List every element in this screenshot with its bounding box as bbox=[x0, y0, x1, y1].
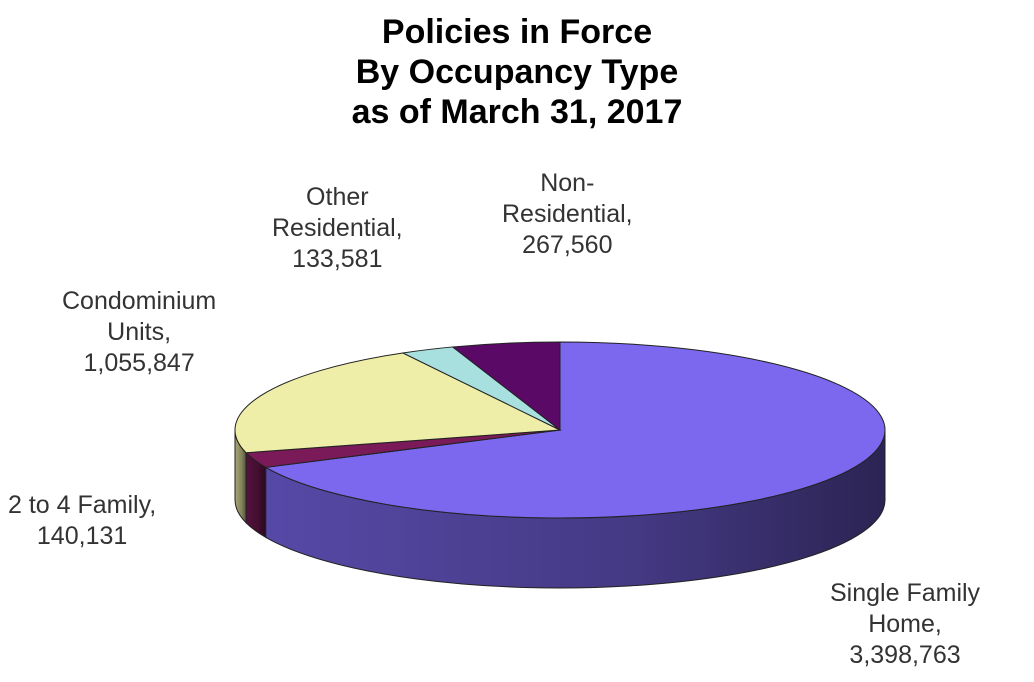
label-non-residential: Non- Residential, 267,560 bbox=[502, 168, 633, 261]
label-non-residential-name-1: Non- bbox=[540, 169, 595, 197]
label-other-residential: Other Residential, 133,581 bbox=[272, 182, 403, 275]
label-non-residential-value: 267,560 bbox=[522, 231, 613, 259]
label-other-residential-name-2: Residential, bbox=[272, 214, 403, 242]
label-single-family-name-1: Single Family bbox=[830, 579, 981, 607]
label-condominium-name-2: Units, bbox=[107, 318, 172, 346]
label-other-residential-value: 133,581 bbox=[292, 245, 383, 273]
slice-condominium bbox=[234, 352, 562, 454]
label-non-residential-name-2: Residential, bbox=[502, 200, 633, 228]
label-2-to-4-family-name: 2 to 4 Family, bbox=[8, 491, 157, 519]
chart-title-line-2: By Occupancy Type bbox=[355, 53, 679, 91]
label-other-residential-name-1: Other bbox=[306, 183, 369, 211]
slice-non-residential bbox=[451, 341, 561, 432]
label-single-family-name-2: Home, bbox=[868, 610, 942, 638]
label-condominium: Condominium Units, 1,055,847 bbox=[62, 286, 216, 379]
label-condominium-name-1: Condominium bbox=[62, 287, 217, 315]
label-condominium-value: 1,055,847 bbox=[83, 349, 195, 377]
label-2-to-4-family-value: 140,131 bbox=[36, 522, 128, 550]
slice-single-family bbox=[264, 341, 886, 519]
label-single-family: Single Family Home, 3,398,763 bbox=[830, 578, 980, 671]
chart-title-line-1: Policies in Force bbox=[381, 13, 653, 51]
label-single-family-value: 3,398,763 bbox=[849, 641, 961, 669]
chart-title-line-3: as of March 31, 2017 bbox=[351, 93, 683, 131]
label-2-to-4-family: 2 to 4 Family, 140,131 bbox=[8, 490, 156, 552]
